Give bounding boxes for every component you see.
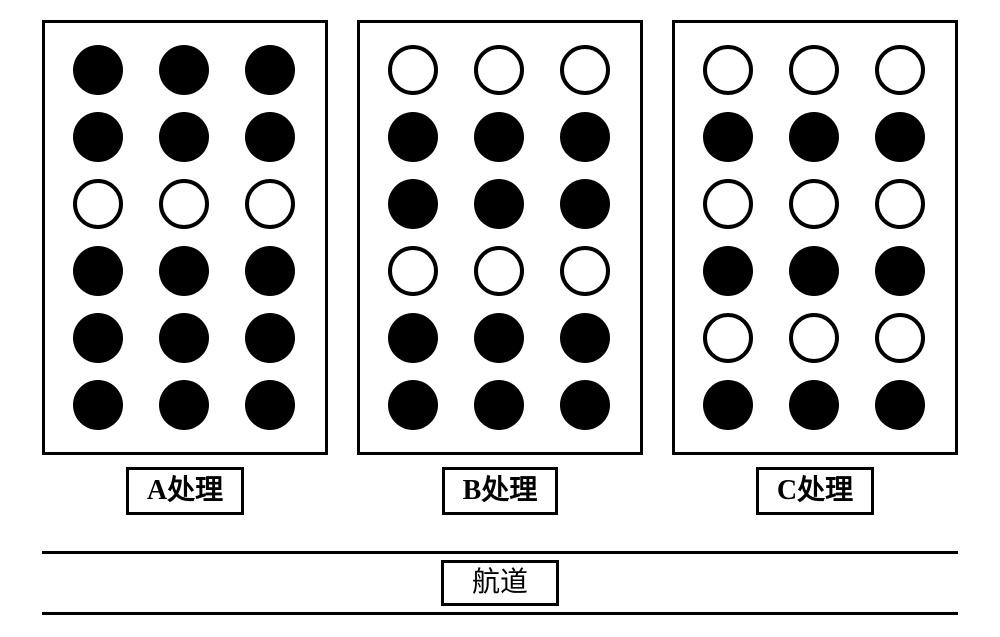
dot-filled xyxy=(703,246,753,296)
panel-wrap: A处理 xyxy=(42,20,328,515)
dot-filled xyxy=(159,380,209,430)
dot-filled xyxy=(245,380,295,430)
dot-open xyxy=(875,313,925,363)
dot-filled xyxy=(474,179,524,229)
panel-wrap: B处理 xyxy=(357,20,643,515)
lane: 航道 xyxy=(42,551,958,615)
dot-open xyxy=(789,179,839,229)
panel xyxy=(357,20,643,455)
dot-open xyxy=(388,246,438,296)
dot-filled xyxy=(159,112,209,162)
dot-filled xyxy=(560,112,610,162)
dot-filled xyxy=(875,112,925,162)
panel-label: B处理 xyxy=(442,467,559,515)
panel-wrap: C处理 xyxy=(672,20,958,515)
dot-filled xyxy=(703,380,753,430)
dot-filled xyxy=(73,313,123,363)
dot-filled xyxy=(245,313,295,363)
dot-open xyxy=(703,313,753,363)
dot-filled xyxy=(789,246,839,296)
dot-filled xyxy=(73,246,123,296)
dot-open xyxy=(73,179,123,229)
dot-open xyxy=(789,313,839,363)
dot-open xyxy=(703,45,753,95)
dot-open xyxy=(474,246,524,296)
dot-open xyxy=(789,45,839,95)
dot-open xyxy=(560,246,610,296)
panel xyxy=(672,20,958,455)
dot-filled xyxy=(159,246,209,296)
dot-filled xyxy=(388,380,438,430)
dot-filled xyxy=(560,179,610,229)
dot-filled xyxy=(875,380,925,430)
dot-filled xyxy=(474,380,524,430)
dot-filled xyxy=(703,112,753,162)
dot-filled xyxy=(73,380,123,430)
dot-filled xyxy=(159,313,209,363)
dot-filled xyxy=(159,45,209,95)
dot-filled xyxy=(245,112,295,162)
dot-open xyxy=(875,179,925,229)
dot-filled xyxy=(560,380,610,430)
dot-filled xyxy=(73,45,123,95)
dot-open xyxy=(159,179,209,229)
dot-filled xyxy=(388,313,438,363)
panel xyxy=(42,20,328,455)
dot-filled xyxy=(789,112,839,162)
dot-open xyxy=(875,45,925,95)
dot-filled xyxy=(388,112,438,162)
panels-row: A处理 B处理 C处理 xyxy=(42,20,958,515)
dot-filled xyxy=(474,112,524,162)
dot-open xyxy=(245,179,295,229)
panel-label: A处理 xyxy=(126,467,244,515)
dot-filled xyxy=(789,380,839,430)
dot-filled xyxy=(245,246,295,296)
dot-open xyxy=(388,45,438,95)
panel-label: C处理 xyxy=(756,467,874,515)
dot-filled xyxy=(245,45,295,95)
dot-filled xyxy=(73,112,123,162)
dot-open xyxy=(560,45,610,95)
dot-filled xyxy=(875,246,925,296)
lane-label: 航道 xyxy=(441,560,559,606)
dot-filled xyxy=(388,179,438,229)
dot-filled xyxy=(560,313,610,363)
dot-open xyxy=(703,179,753,229)
dot-open xyxy=(474,45,524,95)
dot-filled xyxy=(474,313,524,363)
